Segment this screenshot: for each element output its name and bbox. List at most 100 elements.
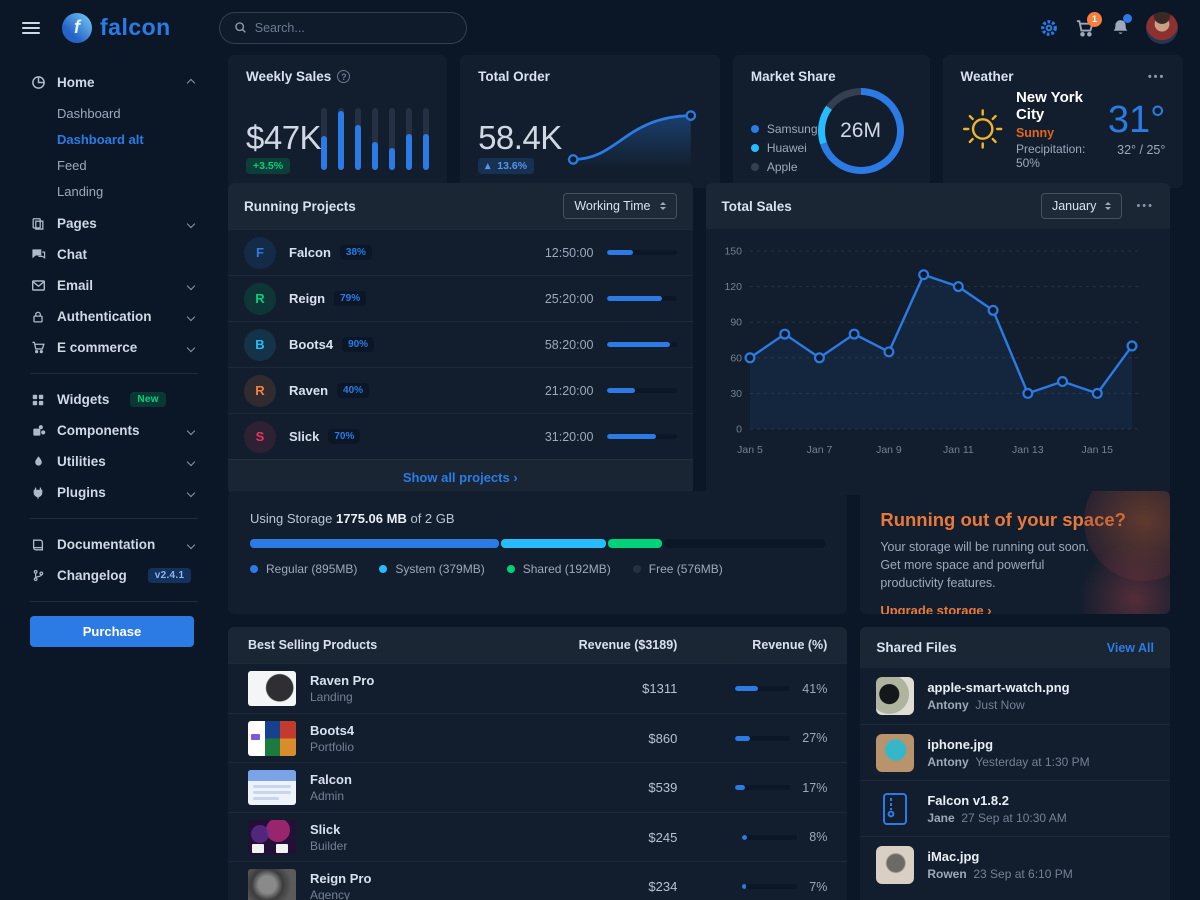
shared-file-row[interactable]: Falcon v1.8.2 Jane 27 Sep at 10:30 AM	[860, 780, 1170, 836]
sidebar-item-documentation[interactable]: Documentation	[30, 529, 198, 560]
sidebar-item-components[interactable]: Components	[30, 415, 198, 446]
total-order-sparkline	[567, 110, 696, 169]
running-projects-card: Running Projects Working Time F Falcon 3…	[228, 183, 693, 495]
cart-badge: 1	[1087, 11, 1102, 27]
sidebar-item-ecommerce[interactable]: E commerce	[30, 332, 198, 363]
flame-icon	[30, 455, 46, 468]
svg-text:30: 30	[730, 388, 742, 400]
project-row[interactable]: S Slick 70% 31:20:00	[228, 413, 693, 459]
project-row[interactable]: F Falcon 38% 12:50:00	[228, 229, 693, 275]
hamburger-menu-icon[interactable]	[22, 21, 40, 34]
shared-file-row[interactable]: iMac.jpg Rowen 23 Sep at 6:10 PM	[860, 836, 1170, 892]
legend-dot	[750, 125, 759, 133]
legend-dot	[750, 163, 759, 171]
promo-heading: Running out of your space?	[880, 509, 1126, 530]
search-input[interactable]	[254, 20, 452, 35]
svg-text:90: 90	[730, 317, 742, 329]
project-avatar: F	[244, 236, 276, 269]
shared-files-title: Shared Files	[876, 640, 957, 655]
month-select[interactable]: January	[1040, 193, 1123, 219]
project-progress-badge: 40%	[337, 383, 370, 398]
sidebar-item-email[interactable]: Email	[30, 270, 198, 301]
user-avatar[interactable]	[1146, 11, 1178, 44]
sidebar-item-plugins[interactable]: Plugins	[30, 477, 198, 508]
product-thumbnail	[248, 770, 296, 805]
cart-icon[interactable]: 1	[1075, 11, 1102, 38]
more-icon[interactable]: •••	[1136, 200, 1154, 212]
search-bar[interactable]	[218, 11, 467, 44]
storage-label: Using Storage	[250, 511, 333, 526]
show-all-projects-link[interactable]: Show all projects ›	[402, 470, 518, 485]
shared-file-row[interactable]: apple-smart-watch.png Antony Just Now	[860, 668, 1170, 724]
caret-up-icon: ▴	[485, 160, 491, 172]
revenue-column-header: Revenue ($3189)	[578, 638, 678, 652]
storage-legend: Regular (895MB) System (379MB) Shared (1…	[250, 562, 825, 576]
storage-used: 1775.06 MB	[336, 511, 407, 526]
project-avatar: R	[244, 374, 276, 407]
purchase-button[interactable]: Purchase	[30, 616, 194, 647]
cart-small-icon	[30, 340, 46, 355]
sidebar-item-changelog[interactable]: Changelog v2.4.1	[30, 560, 198, 591]
promo-body: Your storage will be running out soon. G…	[880, 540, 1090, 591]
sidebar-item-authentication[interactable]: Authentication	[30, 301, 198, 332]
project-row[interactable]: R Reign 79% 25:20:00	[228, 275, 693, 321]
project-time: 21:20:00	[544, 383, 594, 398]
svg-text:120: 120	[724, 281, 742, 293]
market-share-legend: Samsung Huawei Apple	[750, 122, 818, 174]
total-order-badge: ▴ 13.6%	[478, 158, 535, 174]
more-icon[interactable]: •••	[1147, 70, 1166, 83]
product-row[interactable]: Boots4 Portfolio $860 27%	[228, 712, 848, 763]
weekly-sales-bars	[321, 108, 430, 170]
svg-text:Jan 9: Jan 9	[876, 444, 902, 456]
sidebar-item-feed[interactable]: Feed	[57, 157, 87, 173]
sidebar-item-pages[interactable]: Pages	[30, 208, 198, 239]
brand[interactable]: f falcon	[62, 12, 171, 43]
upgrade-space-card: Running out of your space? Your storage …	[860, 491, 1170, 614]
project-progress-bar	[606, 342, 677, 347]
storage-card: Using Storage 1775.06 MB of 2 GB Regular…	[228, 491, 848, 614]
market-share-title: Market Share	[750, 69, 836, 84]
sidebar-item-widgets[interactable]: Widgets New	[30, 384, 198, 415]
weather-range: 32° / 25°	[1117, 143, 1166, 157]
sidebar-item-utilities[interactable]: Utilities	[30, 446, 198, 477]
project-row[interactable]: B Boots4 90% 58:20:00	[228, 321, 693, 367]
sidebar: Home Dashboard Dashboard alt Feed Landin…	[0, 55, 216, 900]
sidebar-item-home[interactable]: Home	[30, 67, 198, 98]
legend-dot	[250, 565, 258, 573]
file-thumbnail	[876, 677, 915, 715]
divider	[30, 601, 198, 602]
upgrade-storage-link[interactable]: Upgrade storage ›	[880, 603, 992, 614]
main-content: Weekly Sales ? $47K +3.5% Total Order 58…	[216, 55, 1200, 900]
total-order-card: Total Order 58.4K ▴ 13.6%	[460, 55, 720, 188]
weekly-sales-value: $47K	[246, 119, 322, 156]
product-row[interactable]: Falcon Admin $539 17%	[228, 762, 848, 812]
weather-temperature: 31°	[1107, 99, 1166, 141]
market-share-card: Market Share Samsung Huawei Apple 26M	[732, 55, 930, 188]
sidebar-item-chat[interactable]: Chat	[30, 239, 198, 270]
project-progress-badge: 90%	[342, 337, 375, 352]
chevron-down-icon	[186, 219, 196, 228]
view-all-link[interactable]: View All	[1106, 640, 1154, 655]
svg-text:0: 0	[736, 424, 742, 436]
total-sales-chart: 0 30 60 90 120 150 Jan 5 Jan 7 Jan 9 Jan 11 Jan 13…	[724, 246, 1140, 456]
product-row[interactable]: Reign Pro Agency $234 7%	[228, 861, 848, 900]
project-row[interactable]: R Raven 40% 21:20:00	[228, 367, 693, 413]
product-row[interactable]: Raven Pro Landing $1311 41%	[228, 663, 848, 713]
working-time-select[interactable]: Working Time	[563, 193, 677, 219]
notifications-bell-icon[interactable]	[1111, 14, 1132, 37]
svg-text:Jan 11: Jan 11	[942, 444, 973, 456]
sidebar-item-dashboard[interactable]: Dashboard	[57, 105, 121, 121]
sidebar-item-landing[interactable]: Landing	[57, 183, 104, 199]
shared-file-row[interactable]: iphone.jpg Antony Yesterday at 1:30 PM	[860, 724, 1170, 780]
storage-total: of 2 GB	[410, 511, 455, 526]
zip-file-icon	[883, 792, 908, 825]
storage-bar	[250, 539, 826, 548]
help-icon[interactable]: ?	[337, 70, 351, 83]
falcon-logo-icon: f	[62, 12, 92, 43]
total-order-value: 58.4K	[478, 119, 562, 156]
settings-gear-icon[interactable]	[1039, 18, 1059, 38]
sidebar-item-dashboard-alt[interactable]: Dashboard alt	[57, 131, 144, 147]
project-time: 31:20:00	[544, 429, 594, 444]
weekly-sales-card: Weekly Sales ? $47K +3.5%	[228, 55, 448, 188]
product-row[interactable]: Slick Builder $245 8%	[228, 811, 848, 862]
